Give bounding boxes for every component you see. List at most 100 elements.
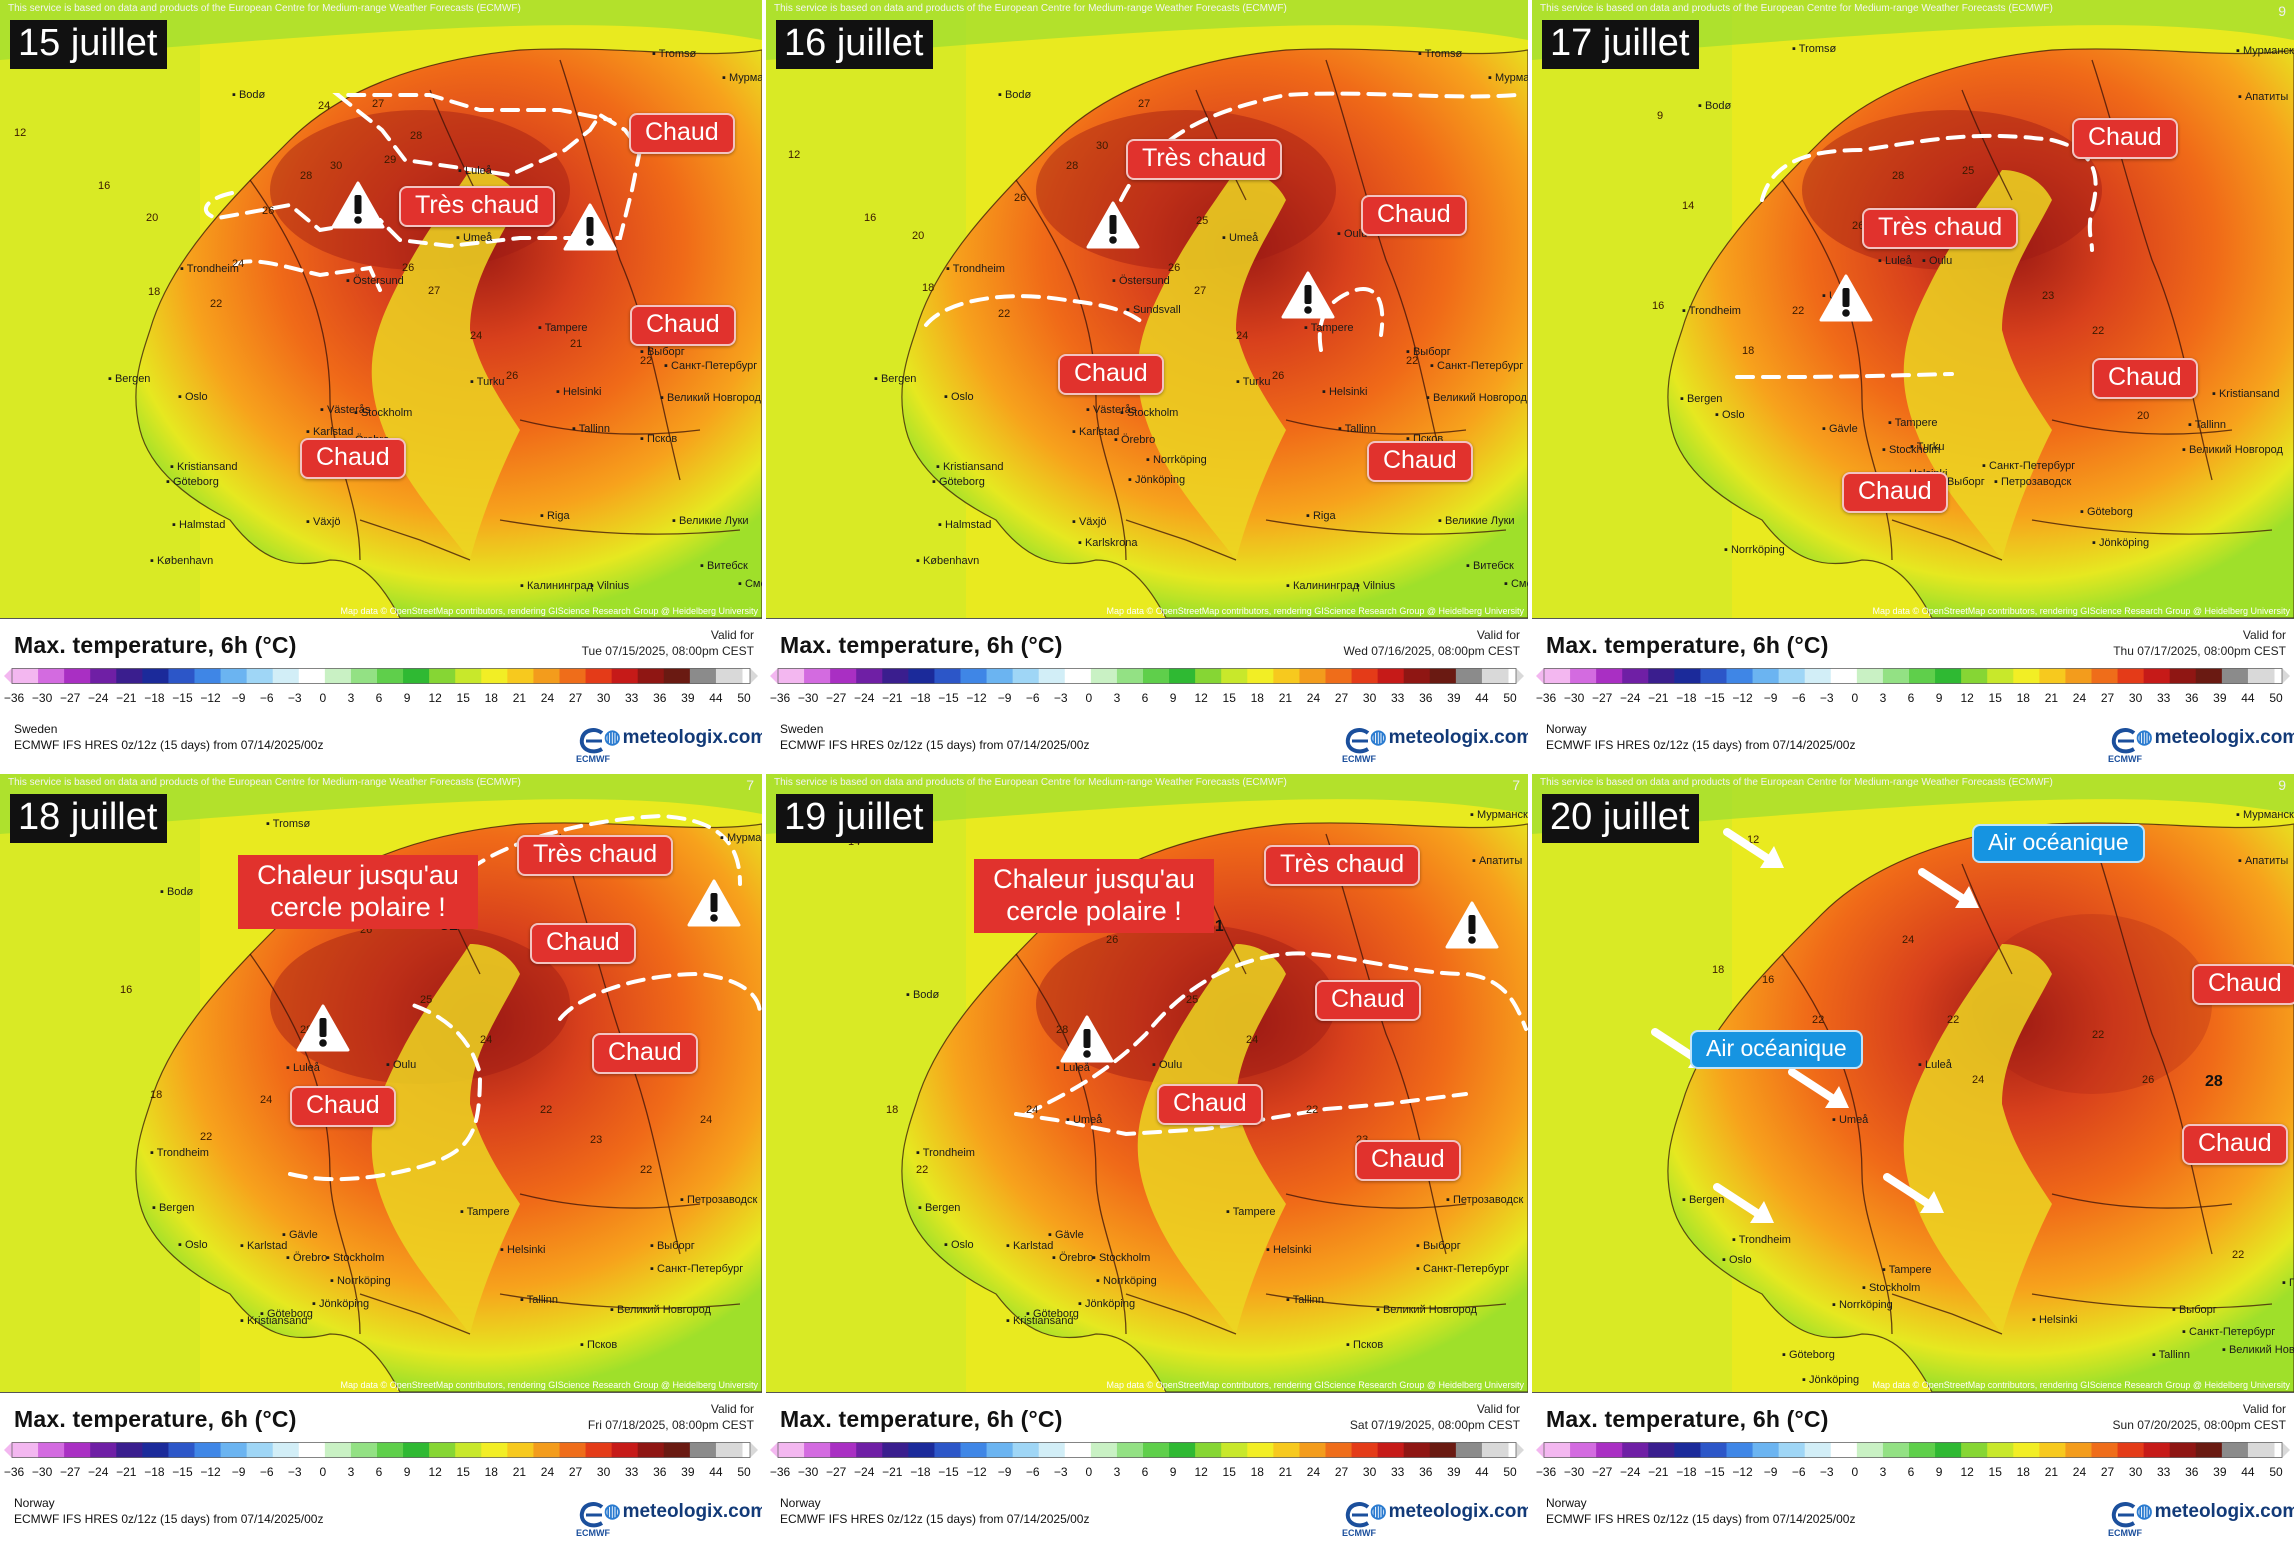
scale-tick-label: 9 bbox=[1935, 1465, 1943, 1479]
heat-label: Chaud bbox=[1058, 354, 1164, 395]
city-label: ▪ Tallinn bbox=[2152, 1349, 2190, 1361]
scale-tick-label: −24 bbox=[88, 691, 109, 705]
city-label: ▪ Tromsø bbox=[1792, 43, 1837, 55]
grid-temperature: 24 bbox=[1026, 1104, 1039, 1116]
heat-label: Chaud bbox=[1842, 472, 1948, 513]
warning-icon bbox=[1445, 901, 1499, 949]
baltic-sea bbox=[1903, 170, 2052, 560]
city-label: ▪ Великий Новгород bbox=[1426, 392, 1527, 404]
city-label: ▪ Великий Новгород bbox=[610, 1304, 711, 1316]
city-label: ▪ Östersund bbox=[346, 275, 404, 287]
scale-tick-label: 39 bbox=[1447, 691, 1461, 705]
meteologix-logo[interactable]: ◍ meteologix.com bbox=[2136, 726, 2294, 749]
city-label: ▪ Norrköping bbox=[1146, 454, 1207, 466]
scale-tick-label: 50 bbox=[737, 1465, 751, 1479]
temperature-map: This service is based on data and produc… bbox=[766, 0, 1528, 619]
scale-tick-label: −3 bbox=[1053, 1465, 1068, 1479]
heat-label: Très chaud bbox=[1126, 139, 1283, 180]
city-label: ▪ Tallinn bbox=[520, 1294, 558, 1306]
heat-label: Très chaud bbox=[517, 835, 674, 876]
globe-icon: ◍ bbox=[1370, 727, 1387, 748]
scale-tick-label: −9 bbox=[1763, 1465, 1778, 1479]
temperature-map: This service is based on data and produc… bbox=[0, 774, 762, 1393]
grid-temperature: 25 bbox=[1962, 165, 1975, 177]
wind-arrow-icon bbox=[1918, 868, 1979, 908]
color-scale-bar bbox=[1536, 1442, 2290, 1458]
city-label: ▪ Псков bbox=[1346, 1339, 1384, 1351]
scale-tick-label: 36 bbox=[2185, 1465, 2199, 1479]
city-label: ▪ Trondheim bbox=[180, 263, 239, 275]
grid-temperature: 26 bbox=[1168, 262, 1181, 274]
city-label: ▪ Gävle bbox=[1822, 423, 1858, 435]
temperature-map: This service is based on data and produc… bbox=[1532, 774, 2294, 1393]
city-label: ▪ Санкт-Петербург bbox=[1982, 460, 2076, 472]
grid-temperature: 20 bbox=[146, 212, 159, 224]
scale-tick-label: 18 bbox=[484, 691, 498, 705]
scale-tick-label: 21 bbox=[512, 691, 527, 705]
legend-footer: Max. temperature, 6h (°C) Valid for Sat 07… bbox=[766, 1394, 1528, 1542]
meteologix-logo[interactable]: ◍ meteologix.com bbox=[604, 1500, 762, 1523]
scale-tick-label: 15 bbox=[456, 691, 470, 705]
date-title: 17 juillet bbox=[1542, 20, 1700, 69]
region-name: Sweden bbox=[14, 722, 58, 736]
date-title: 15 juillet bbox=[10, 20, 168, 69]
scale-tick-label: −15 bbox=[938, 1465, 959, 1479]
grid-temperature: 21 bbox=[570, 338, 583, 350]
grid-temperature: 26 bbox=[1014, 192, 1027, 204]
scale-tick-label: 24 bbox=[2072, 691, 2087, 705]
ecmwf-logo bbox=[579, 728, 604, 754]
city-label: ▪ Helsinki bbox=[556, 386, 602, 398]
city-label: ▪ Riga bbox=[540, 510, 570, 522]
city-label: ▪ Петрозаводск bbox=[1994, 476, 2072, 488]
meteologix-logo[interactable]: ◍ meteologix.com bbox=[2136, 1500, 2294, 1523]
scale-tick-label: −3 bbox=[287, 1465, 302, 1479]
brand-text: meteologix.com bbox=[1388, 1501, 1528, 1522]
ecmwf-logo bbox=[1345, 728, 1370, 754]
scale-tick-label: 9 bbox=[403, 691, 411, 705]
page-number: 7 bbox=[746, 777, 754, 793]
meteologix-logo[interactable]: ◍ meteologix.com bbox=[604, 726, 762, 749]
scale-tick-label: 27 bbox=[568, 691, 583, 705]
scale-tick-label: −18 bbox=[910, 1465, 931, 1479]
scale-tick-label: −3 bbox=[1819, 691, 1834, 705]
city-label: ▪ Петрозаводск bbox=[680, 1194, 758, 1206]
date-title: 20 juillet bbox=[1542, 794, 1700, 843]
heat-label: Chaud bbox=[290, 1086, 396, 1127]
scale-tick-label: −9 bbox=[997, 691, 1012, 705]
scale-tick-label: 36 bbox=[2185, 691, 2199, 705]
scale-tick-label: −36 bbox=[769, 1465, 791, 1479]
ecmwf-text: ECMWF bbox=[576, 754, 610, 764]
grid-temperature: 28 bbox=[410, 130, 423, 142]
grid-temperature: 30 bbox=[330, 160, 343, 172]
city-label: ▪ Выборг bbox=[650, 1240, 695, 1252]
city-label: ▪ Мурманск bbox=[2236, 45, 2294, 57]
legend-title: Max. temperature, 6h (°C) bbox=[14, 1406, 297, 1432]
scale-tick-label: 18 bbox=[484, 1465, 498, 1479]
scale-tick-label: −12 bbox=[1732, 1465, 1753, 1479]
city-label: ▪ Oulu bbox=[1152, 1059, 1183, 1071]
scale-tick-label: −3 bbox=[1053, 691, 1068, 705]
city-label: ▪ Växjö bbox=[1072, 516, 1107, 528]
grid-temperature: 18 bbox=[148, 286, 161, 298]
grid-temperature: 27 bbox=[372, 98, 385, 110]
grid-temperature: 22 bbox=[2092, 1029, 2105, 1041]
warning-icon bbox=[1086, 201, 1140, 249]
scale-tick-label: 18 bbox=[1250, 691, 1264, 705]
meteologix-logo[interactable]: ◍ meteologix.com bbox=[1370, 726, 1528, 749]
city-label: ▪ Göteborg bbox=[2080, 506, 2133, 518]
meteologix-logo[interactable]: ◍ meteologix.com bbox=[1370, 1500, 1528, 1523]
scale-tick-label: 0 bbox=[319, 691, 327, 705]
heat-label: Chaud bbox=[2182, 1124, 2288, 1165]
scale-tick-label: −18 bbox=[144, 1465, 165, 1479]
city-label: ▪ Helsinki bbox=[1322, 386, 1368, 398]
grid-temperature: 22 bbox=[200, 1131, 213, 1143]
heat-label: Chaud bbox=[530, 923, 636, 964]
scale-tick-label: −36 bbox=[3, 691, 25, 705]
grid-temperature: 22 bbox=[540, 1104, 553, 1116]
scale-tick-label: 12 bbox=[1194, 691, 1208, 705]
scale-tick-label: −27 bbox=[59, 691, 81, 705]
heat-label: Chaud bbox=[1315, 980, 1421, 1021]
scale-tick-label: −6 bbox=[1791, 691, 1806, 705]
city-label: ▪ Luleå bbox=[458, 165, 492, 177]
scale-tick-label: 36 bbox=[653, 691, 667, 705]
